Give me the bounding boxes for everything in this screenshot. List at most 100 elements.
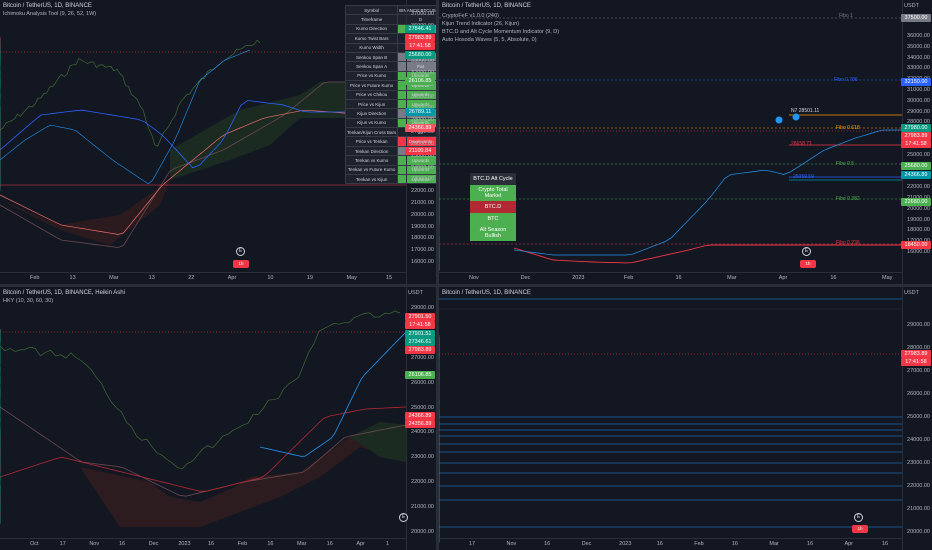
table-label: Tenkan vs Kumo <box>344 155 399 166</box>
price-tick: 24000.00 <box>907 437 930 443</box>
table-label: Symbol <box>344 4 399 16</box>
price-tick: 25000.00 <box>411 404 434 411</box>
chart-canvas[interactable] <box>0 287 436 550</box>
time-tick: 19 <box>306 275 313 281</box>
time-tick: 17 <box>59 541 66 547</box>
price-tick: 29000.00 <box>907 322 930 328</box>
price-tick: 31000.00 <box>907 87 930 93</box>
time-tick: 2023 <box>572 275 585 281</box>
earnings-icon[interactable]: E <box>236 247 245 256</box>
time-tick: 16 <box>882 541 889 547</box>
price-tag: 27983.89 <box>405 34 435 42</box>
time-tick: Nov <box>506 541 517 547</box>
indicator-label-4[interactable]: Auto Hosoda Waves (5, 5, Absolute, 0) <box>442 37 537 43</box>
price-axis[interactable]: 36000.0035000.0034000.0033000.0032000.00… <box>901 0 932 284</box>
price-tag: 26106.85 <box>405 371 435 379</box>
time-axis[interactable]: Feb 13 Mar 13 22 Apr 10 19 May 15 <box>0 272 406 284</box>
table-label: Kumo Twist Bars <box>344 33 399 44</box>
kijun-sen <box>0 100 406 169</box>
time-tick: 13 <box>69 275 76 281</box>
time-tick: Mar <box>109 275 119 281</box>
price-tick: 21000.00 <box>411 504 434 511</box>
earnings-icon[interactable]: E <box>399 513 408 522</box>
price-tag: 27983.89 <box>901 132 931 140</box>
hky-cloud <box>350 422 406 462</box>
price-tag: 27980.00 <box>901 124 931 132</box>
earnings-icon[interactable]: E <box>802 247 811 256</box>
time-tick: 16 <box>830 275 837 281</box>
time-axis[interactable]: 17 Nov 16 Dec 2023 16 Feb 16 Mar 16 Apr 16 <box>439 538 902 550</box>
time-tick: Apr <box>778 275 788 281</box>
price-tick: 27000.00 <box>411 129 434 136</box>
indicator-label-2[interactable]: Kijun Trend Indicator (26, Kijun) <box>442 21 520 27</box>
session-flag: 1h <box>852 525 868 533</box>
chart-pane-ichimoku[interactable]: Bitcoin / TetherUS, 1D, BINANCE Ichimoku… <box>0 0 436 284</box>
chart-canvas[interactable] <box>439 0 932 284</box>
pane-title: Bitcoin / TetherUS, 1D, BINANCE <box>3 3 92 9</box>
pane-divider-horizontal[interactable] <box>0 284 932 287</box>
price-tick: 22000.00 <box>907 483 930 489</box>
price-tag: 27983.89 <box>405 346 435 354</box>
time-tick: 16 <box>119 541 126 547</box>
price-tag: 24366.89 <box>405 412 435 420</box>
time-tick: Feb <box>694 541 704 547</box>
indicator-label[interactable]: HKY (10, 30, 60, 30) <box>3 298 54 304</box>
table-value: Upwards <box>397 174 436 185</box>
indicator-label[interactable]: Ichimoku Analysis Tool (9, 26, 52, 1W) <box>3 11 97 17</box>
indicator-label-3[interactable]: BTC.D and Alt Cycle Momentum Indicator (… <box>442 29 560 35</box>
time-tick: Nov <box>89 541 100 547</box>
time-axis[interactable]: Oct 17 Nov 16 Dec 2023 16 Feb 16 Mar 16 Apr 1 <box>0 538 406 550</box>
senkou-span-b <box>0 81 406 248</box>
price-tick: 21000.00 <box>411 199 434 206</box>
price-tick: 25000.00 <box>907 414 930 420</box>
price-axis[interactable]: 29000.0028000.0027000.0026000.0025000.00… <box>405 287 436 550</box>
time-tick: 2023 <box>178 541 191 547</box>
price-tag: 25680.00 <box>901 162 931 170</box>
price-tick: 25000.00 <box>411 152 434 159</box>
indicator-label-1[interactable]: CryptoFeF v1.0.0 (240) <box>442 13 499 19</box>
price-tag: 27346.61 <box>405 338 435 346</box>
chart-canvas[interactable] <box>439 287 932 550</box>
time-tick: Mar <box>297 541 307 547</box>
price-tag: 24356.89 <box>405 420 435 428</box>
session-flag: 1h <box>233 260 249 268</box>
pane-divider-vertical[interactable] <box>436 0 439 550</box>
chart-pane-cryptofef[interactable]: Bitcoin / TetherUS, 1D, BINANCE CryptoFe… <box>439 0 932 284</box>
price-tag: 17:41:58 <box>901 140 931 148</box>
table-label: Kumo Width <box>344 42 399 53</box>
price-tick: 22000.00 <box>411 479 434 486</box>
unit-label: USDT <box>408 290 423 296</box>
fibo-label: Fibo 0.236 <box>836 240 860 246</box>
price-tick: 17000.00 <box>411 247 434 254</box>
price-tag: 25680.00 <box>405 51 435 59</box>
price-tick: 18000.00 <box>411 235 434 242</box>
table-row: Price vs Kumo Upwards <box>344 70 436 82</box>
price-tick: 30000.00 <box>907 97 930 104</box>
time-tick: Nov <box>469 275 479 281</box>
price-tag: 27901.50 <box>405 313 435 321</box>
fibo-label: Fibo 0.5 <box>836 161 855 167</box>
price-tick: 29000.00 <box>411 305 434 311</box>
price-tick: 28000.00 <box>907 119 930 126</box>
price-tag: 37500.00 <box>901 14 931 22</box>
time-tick: 15 <box>386 275 393 281</box>
table-row: Tenkan vs Kijun Upwards <box>344 174 436 185</box>
table-label: Price vs Kumo <box>344 70 399 82</box>
time-tick: 16 <box>656 541 663 547</box>
chart-pane-levels[interactable]: Bitcoin / TetherUS, 1D, BINANCE 29000.00… <box>439 287 932 550</box>
time-axis[interactable]: Nov Dec 2023 Feb 16 Mar Apr 16 May <box>439 272 902 284</box>
unit-label: USDT <box>904 3 919 9</box>
price-tick: 35000.00 <box>907 43 930 50</box>
price-tick: 36000.00 <box>907 33 930 39</box>
price-tick: 23000.00 <box>411 454 434 461</box>
price-axis[interactable]: 37000.0036000.0035000.0034000.0033000.00… <box>405 0 436 284</box>
wave-marker <box>775 116 783 124</box>
time-tick: Dec <box>148 541 159 547</box>
time-tick: 17 <box>469 541 476 547</box>
table-label: Tenkan vs Future Kumo <box>344 164 399 176</box>
chart-pane-heikin-ashi[interactable]: Bitcoin / TetherUS, 1D, BINANCE, Heikin … <box>0 287 436 550</box>
price-tick: 33000.00 <box>907 65 930 72</box>
kijun-trend <box>513 244 902 264</box>
earnings-icon[interactable]: E <box>854 513 863 522</box>
